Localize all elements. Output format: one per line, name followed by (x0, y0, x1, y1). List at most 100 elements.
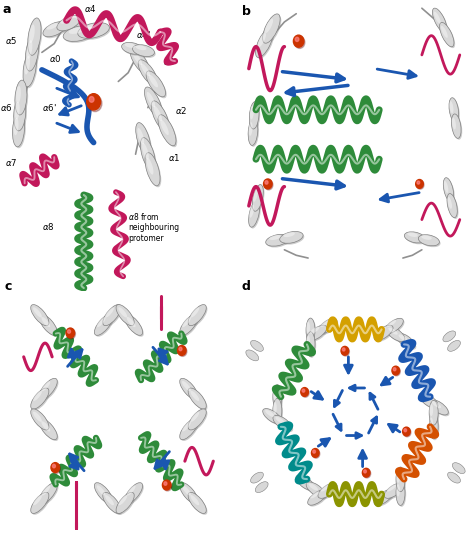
Ellipse shape (188, 305, 206, 326)
Ellipse shape (32, 494, 50, 515)
Ellipse shape (33, 307, 42, 317)
Ellipse shape (182, 485, 191, 496)
Ellipse shape (387, 320, 396, 327)
Ellipse shape (32, 306, 50, 327)
Ellipse shape (396, 467, 405, 492)
Ellipse shape (41, 381, 50, 391)
Ellipse shape (31, 305, 49, 326)
Ellipse shape (374, 325, 393, 340)
Ellipse shape (191, 307, 199, 317)
Ellipse shape (16, 82, 28, 116)
Ellipse shape (449, 98, 459, 122)
Circle shape (313, 450, 315, 453)
Ellipse shape (191, 412, 199, 422)
Ellipse shape (103, 492, 121, 513)
Ellipse shape (404, 232, 425, 243)
Ellipse shape (133, 52, 142, 65)
Ellipse shape (318, 318, 337, 334)
Ellipse shape (182, 381, 191, 391)
Ellipse shape (265, 19, 273, 33)
Ellipse shape (134, 46, 155, 58)
Circle shape (362, 468, 370, 477)
Ellipse shape (44, 23, 68, 38)
Text: $\alpha$4: $\alpha$4 (84, 3, 96, 14)
Ellipse shape (39, 418, 57, 440)
Ellipse shape (118, 495, 127, 505)
Circle shape (301, 388, 309, 396)
Ellipse shape (406, 233, 427, 244)
Ellipse shape (246, 350, 259, 361)
Ellipse shape (452, 117, 456, 130)
Ellipse shape (124, 314, 143, 335)
Ellipse shape (251, 103, 260, 130)
Circle shape (163, 480, 171, 490)
Ellipse shape (27, 18, 41, 55)
Ellipse shape (441, 24, 455, 48)
Ellipse shape (397, 468, 406, 493)
Circle shape (66, 328, 74, 338)
Ellipse shape (434, 9, 448, 34)
Ellipse shape (445, 179, 455, 203)
Text: $\alpha$0: $\alpha$0 (49, 53, 62, 64)
Ellipse shape (307, 333, 316, 358)
Text: a: a (2, 3, 11, 16)
Ellipse shape (429, 414, 438, 439)
Ellipse shape (127, 317, 136, 327)
Ellipse shape (250, 202, 261, 228)
Ellipse shape (309, 491, 328, 507)
Ellipse shape (450, 99, 460, 124)
Ellipse shape (14, 118, 18, 135)
Ellipse shape (27, 35, 40, 72)
Circle shape (417, 181, 424, 189)
Ellipse shape (69, 27, 84, 34)
Ellipse shape (419, 236, 440, 247)
Ellipse shape (320, 320, 330, 327)
Ellipse shape (280, 232, 303, 243)
Ellipse shape (140, 138, 155, 171)
Ellipse shape (306, 335, 310, 348)
Ellipse shape (447, 340, 460, 351)
Ellipse shape (180, 483, 198, 504)
Ellipse shape (249, 102, 259, 129)
Ellipse shape (266, 234, 289, 246)
Ellipse shape (397, 334, 416, 350)
Ellipse shape (181, 484, 199, 505)
Ellipse shape (126, 316, 144, 337)
Ellipse shape (116, 492, 134, 513)
Circle shape (164, 482, 167, 485)
Circle shape (364, 470, 366, 473)
Ellipse shape (31, 409, 49, 430)
Ellipse shape (130, 49, 150, 75)
Ellipse shape (439, 23, 454, 47)
Ellipse shape (248, 200, 260, 227)
Ellipse shape (273, 388, 277, 400)
Ellipse shape (14, 96, 26, 131)
Circle shape (163, 481, 172, 491)
Ellipse shape (146, 88, 164, 120)
Ellipse shape (153, 102, 171, 133)
Ellipse shape (252, 184, 264, 211)
Ellipse shape (320, 484, 330, 491)
Ellipse shape (145, 87, 163, 118)
Ellipse shape (258, 33, 266, 47)
Ellipse shape (138, 60, 157, 86)
Ellipse shape (384, 483, 403, 498)
Ellipse shape (29, 19, 42, 57)
Text: $\alpha$4': $\alpha$4' (136, 30, 150, 41)
Circle shape (312, 450, 320, 458)
Text: $\alpha$7: $\alpha$7 (5, 158, 18, 169)
Ellipse shape (40, 484, 58, 505)
Ellipse shape (154, 106, 162, 121)
Ellipse shape (308, 325, 327, 340)
Ellipse shape (374, 490, 393, 505)
Circle shape (342, 348, 345, 351)
Ellipse shape (310, 491, 319, 498)
Ellipse shape (31, 388, 49, 409)
Circle shape (87, 94, 100, 110)
Circle shape (51, 463, 60, 473)
Ellipse shape (257, 30, 274, 59)
Circle shape (393, 368, 396, 371)
Ellipse shape (188, 492, 206, 513)
Ellipse shape (97, 485, 106, 496)
Ellipse shape (430, 401, 449, 416)
